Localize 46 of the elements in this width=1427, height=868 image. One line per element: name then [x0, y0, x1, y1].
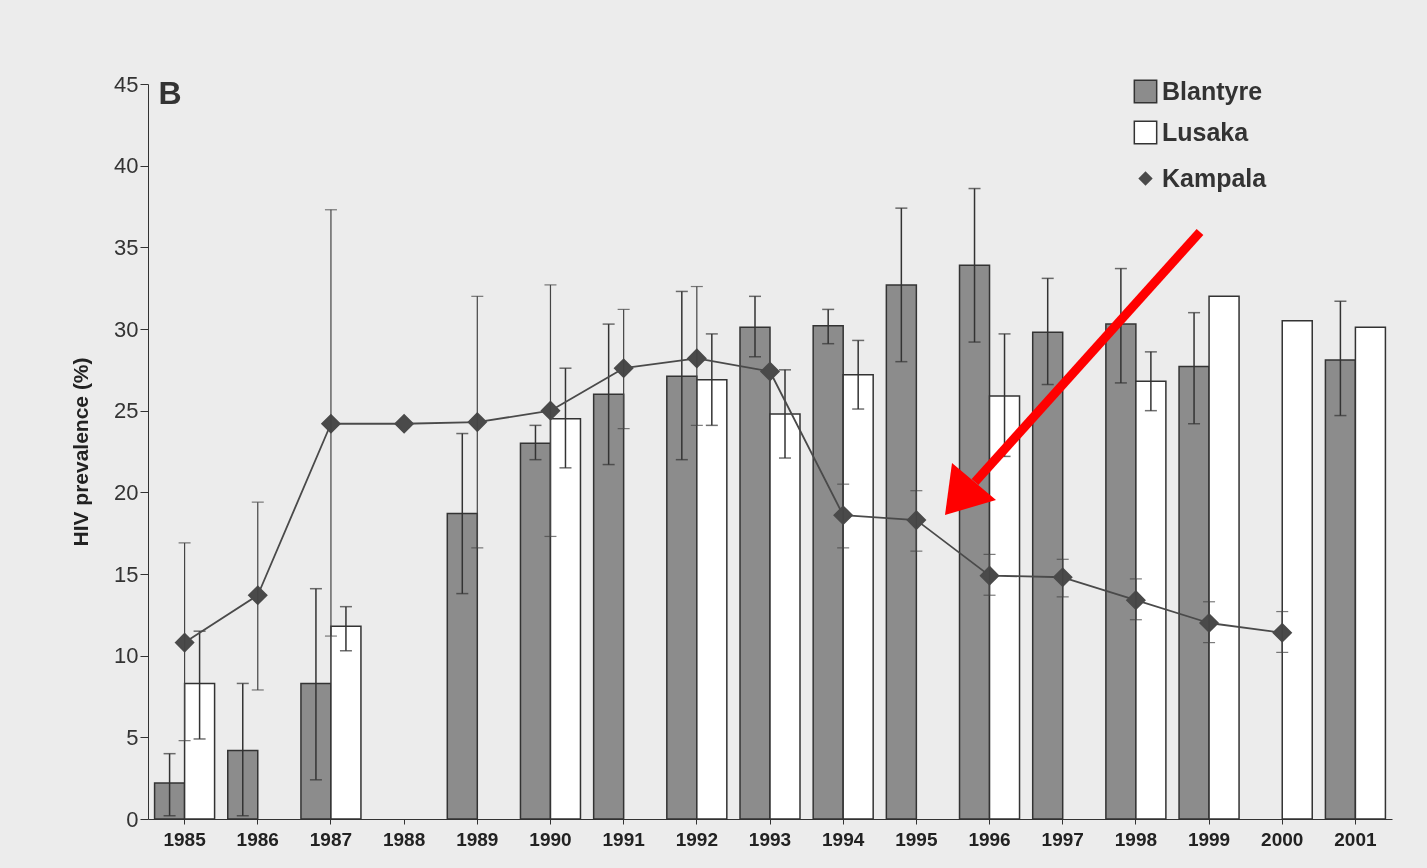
x-tick-label: 2000	[1261, 828, 1304, 850]
x-tick-label: 2001	[1334, 828, 1377, 850]
legend-label: Blantyre	[1162, 76, 1263, 105]
x-tick-label: 1995	[895, 828, 938, 850]
point	[248, 585, 268, 605]
y-axis-title: HIV prevalence (%)	[69, 357, 93, 547]
y-tick-label: 40	[114, 153, 139, 179]
point	[613, 358, 634, 378]
y-tick-label: 30	[114, 316, 139, 342]
x-tick-label: 1999	[1187, 828, 1231, 850]
point	[687, 348, 707, 369]
point	[760, 361, 780, 382]
y-tick-label: 45	[114, 71, 139, 97]
x-tick-label: 1985	[163, 828, 207, 850]
legend-label: Lusaka	[1162, 117, 1250, 146]
x-tick-label: 1996	[968, 828, 1011, 850]
y-tick-label: 35	[114, 234, 139, 260]
x-tick-label: 1993	[748, 828, 792, 850]
x-tick-label: 1989	[456, 828, 499, 850]
x-tick-label: 1988	[382, 828, 426, 850]
point	[174, 632, 195, 653]
point	[394, 414, 414, 434]
y-tick-label: 25	[114, 398, 139, 424]
y-tick-label: 15	[114, 561, 139, 587]
point	[1053, 567, 1073, 587]
y-tick-label: 5	[126, 724, 139, 750]
point	[540, 401, 561, 421]
y-tick-label: 20	[114, 479, 139, 505]
point	[979, 565, 1000, 586]
point	[1199, 613, 1219, 633]
legend-label: Kampala	[1162, 163, 1268, 192]
y-tick-label: 0	[126, 806, 139, 832]
x-tick-label: 1994	[822, 828, 865, 850]
chart-title: B	[158, 75, 182, 111]
x-tick-label: 1997	[1041, 828, 1084, 850]
x-tick-label: 1998	[1114, 828, 1158, 850]
x-tick-label: 1992	[675, 828, 718, 850]
x-tick-label: 1987	[309, 828, 353, 850]
y-tick-label: 10	[114, 643, 139, 669]
x-tick-label: 1990	[529, 828, 572, 850]
point	[906, 510, 927, 530]
x-tick-label: 1991	[602, 828, 646, 850]
point	[833, 505, 853, 525]
point	[1272, 623, 1292, 643]
point	[467, 412, 487, 432]
x-tick-label: 1986	[236, 828, 279, 850]
